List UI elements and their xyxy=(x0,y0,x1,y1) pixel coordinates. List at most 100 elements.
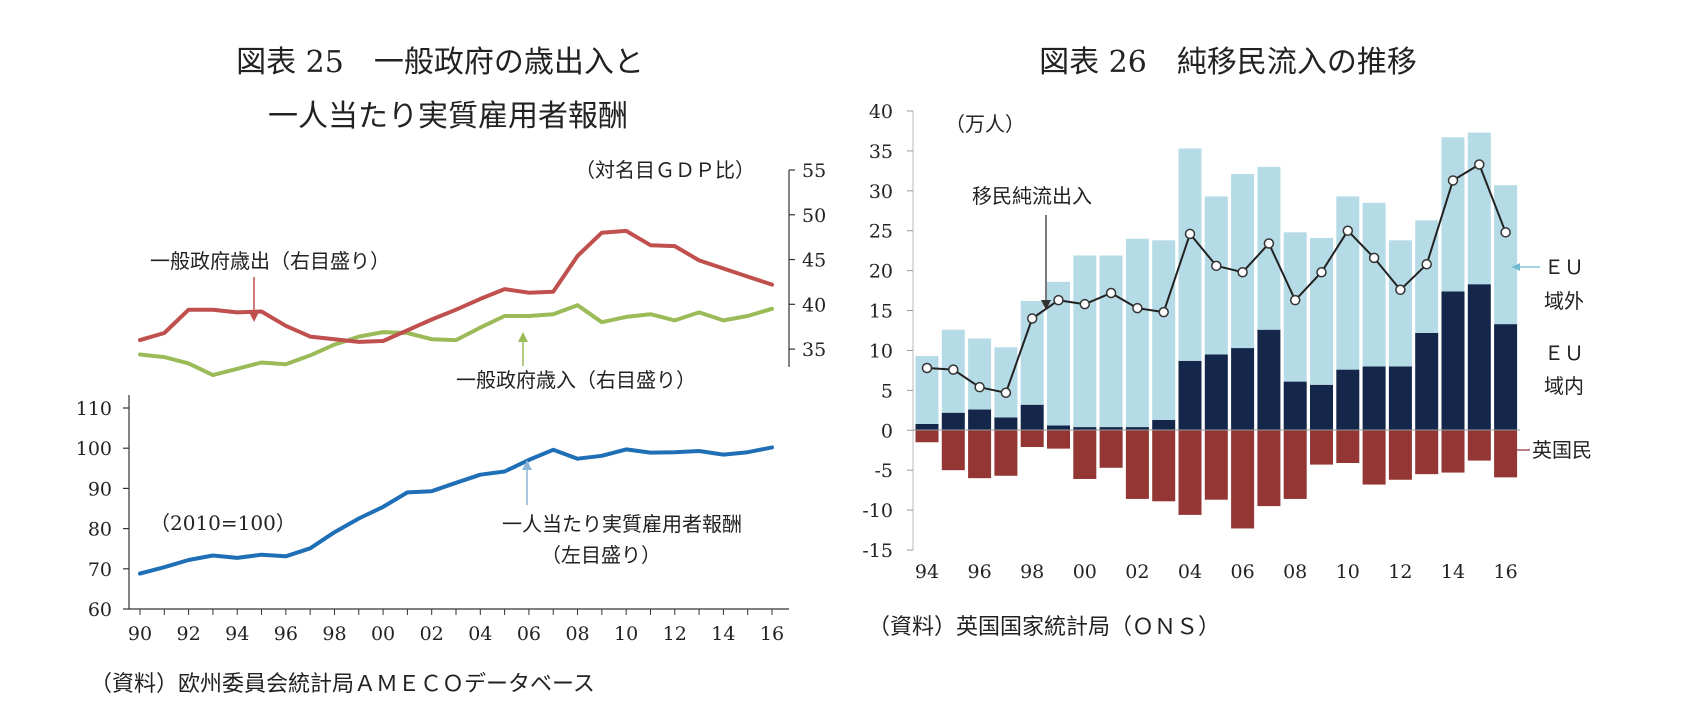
fig26-annotation-net-arrowhead xyxy=(1041,300,1051,310)
fig26-x-tick-label: 02 xyxy=(1125,561,1149,583)
fig25-title-line1: 図表 25 一般政府の歳出入と xyxy=(236,45,644,80)
fig25-right-tick-label: 45 xyxy=(802,250,826,272)
fig26-x-tick-label: 04 xyxy=(1178,561,1202,583)
fig26-x-tick-label: 10 xyxy=(1336,561,1360,583)
fig25-left-tick-label: 90 xyxy=(88,478,112,500)
fig26-bar-eu-outside xyxy=(1099,255,1123,428)
fig26-bar-uk xyxy=(1125,430,1149,499)
fig26-bar-uk xyxy=(1415,430,1439,475)
fig26-net-line xyxy=(921,159,1511,399)
fig25-series-expenditure-line xyxy=(138,228,774,344)
fig26-source: （資料）英国国家統計局（ＯＮＳ） xyxy=(868,615,1220,640)
fig26-net-point xyxy=(1079,298,1091,310)
fig26-bar-eu-inside xyxy=(1283,381,1307,431)
fig26-net-point xyxy=(921,362,933,374)
fig25-annotation-compensation-arrowhead xyxy=(522,460,532,470)
fig26-bar-eu-outside xyxy=(1020,300,1044,405)
fig25-left-tick-label: 70 xyxy=(88,559,112,581)
fig25-annotation-revenue: 一般政府歳入（右目盛り） xyxy=(456,368,696,392)
fig26-net-point xyxy=(1474,159,1485,170)
fig25-annotation-compensation-unit: （左目盛り） xyxy=(541,543,661,567)
fig26-bar-eu-inside xyxy=(1467,284,1491,431)
fig26-bar-eu-outside xyxy=(915,356,939,424)
fig26-bar-eu-outside xyxy=(1310,237,1333,385)
fig26-bar-uk xyxy=(1073,430,1097,479)
fig26-net-point xyxy=(1421,259,1432,270)
fig26-bar-uk xyxy=(915,430,939,443)
fig26-bar-uk xyxy=(1388,430,1412,480)
fig26-bar-uk xyxy=(1099,430,1123,468)
fig25-annotation-compensation: 一人当たり実質雇用者報酬 xyxy=(502,512,742,536)
fig26-net-point xyxy=(1368,252,1380,264)
fig25-lower-unit-label: （2010=100） xyxy=(150,511,296,535)
fig26-net-point xyxy=(948,364,959,375)
fig26-bar-eu-outside xyxy=(1388,240,1412,367)
fig26-bar-eu-inside xyxy=(1257,329,1281,431)
fig26-y-ticks: -15 -10 -5 0 5 10 15 20 25 30 35 40 xyxy=(862,101,913,562)
legend-eu-outside-line2: 域外 xyxy=(1544,289,1584,313)
fig26-bar-eu-inside xyxy=(1204,354,1228,431)
fig26-bar-uk xyxy=(1020,430,1044,448)
fig26-title: 図表 26 純移民流入の推移 xyxy=(1039,45,1417,80)
fig26-bar-uk xyxy=(1494,430,1518,478)
fig25-right-tick-label: 50 xyxy=(802,205,826,227)
fig26-x-tick-label: 94 xyxy=(915,561,939,583)
fig26-bar-eu-outside xyxy=(1152,240,1176,420)
fig25-x-tick-label: 08 xyxy=(565,623,589,645)
fig25-annotation-revenue-arrowhead xyxy=(518,332,528,342)
fig26-bar-eu-outside xyxy=(1073,255,1097,428)
fig26-bar-uk xyxy=(968,430,992,479)
fig26-x-tick-label: 08 xyxy=(1283,561,1307,583)
fig26-bar-eu-inside xyxy=(1152,419,1176,431)
legend-eu-outside-line1: ＥＵ xyxy=(1544,255,1584,279)
fig26-bar-uk xyxy=(1178,430,1202,515)
legend-eu-inside-line1: ＥＵ xyxy=(1544,341,1584,365)
fig25-x-tick-label: 06 xyxy=(517,623,541,645)
fig26-net-point xyxy=(1158,306,1169,318)
fig25-x-tick-label: 98 xyxy=(322,623,346,645)
fig26-bar-uk xyxy=(1467,430,1491,461)
fig26-bar-uk xyxy=(1310,430,1333,465)
fig26-bar-eu-inside xyxy=(1441,291,1465,431)
fig26-x-tick-label: 16 xyxy=(1494,561,1518,583)
fig26: 図表 26 純移民流入の推移 （万人） -15 -10 -5 0 5 10 15 20 25 30… xyxy=(862,45,1592,640)
fig26-bar-eu-inside xyxy=(1099,427,1123,431)
fig26-bar-eu-inside xyxy=(994,417,1018,431)
fig26-bar-eu-outside xyxy=(1362,202,1386,367)
fig26-bar-eu-outside xyxy=(1204,196,1228,355)
fig26-bar-eu-inside xyxy=(1125,427,1149,431)
fig26-net-point xyxy=(1500,227,1511,238)
fig25-x-tick-label: 96 xyxy=(274,623,298,645)
fig25: 図表 25 一般政府の歳出入と 一人当たり実質雇用者報酬 （対名目ＧＤＰ比） （… xyxy=(76,45,826,697)
fig26-y-tick-label: 20 xyxy=(869,261,893,283)
fig26-bar-uk xyxy=(1204,430,1228,500)
fig26-bar-eu-inside xyxy=(1310,384,1333,431)
fig26-bar-eu-inside xyxy=(1178,360,1202,431)
fig26-bar-uk xyxy=(1441,430,1465,473)
fig26-unit-label: （万人） xyxy=(945,112,1025,136)
fig26-x-tick-label: 98 xyxy=(1020,561,1044,583)
fig26-x-tick-label: 14 xyxy=(1441,561,1465,583)
fig25-left-tick-label: 100 xyxy=(76,438,112,460)
fig25-series-revenue-line xyxy=(138,303,774,378)
fig26-net-point xyxy=(1316,266,1327,278)
fig25-x-tick-label: 90 xyxy=(128,623,152,645)
fig26-y-tick-label: -10 xyxy=(862,500,893,522)
fig26-bar-eu-inside xyxy=(1415,332,1439,431)
fig26-bar-eu-inside xyxy=(1362,366,1386,431)
fig25-left-tick-label: 60 xyxy=(88,599,112,621)
fig25-lines xyxy=(138,228,774,576)
fig26-bar-eu-inside xyxy=(1073,427,1097,431)
fig26-y-tick-label: 15 xyxy=(869,301,893,323)
fig26-bar-eu-outside xyxy=(1283,232,1307,382)
fig26-y-tick-label: 0 xyxy=(881,420,893,442)
fig26-net-point xyxy=(1132,302,1143,314)
fig26-bar-uk xyxy=(1362,430,1386,485)
fig25-left-ticks: 60 70 80 90 100 110 xyxy=(76,398,129,621)
fig26-bar-uk xyxy=(994,430,1018,476)
fig25-series-compensation-line xyxy=(138,445,774,576)
legend-eu-outside-arrowhead xyxy=(1512,263,1520,271)
fig26-bar-uk xyxy=(1257,430,1281,507)
legend-uk: 英国民 xyxy=(1532,438,1592,462)
